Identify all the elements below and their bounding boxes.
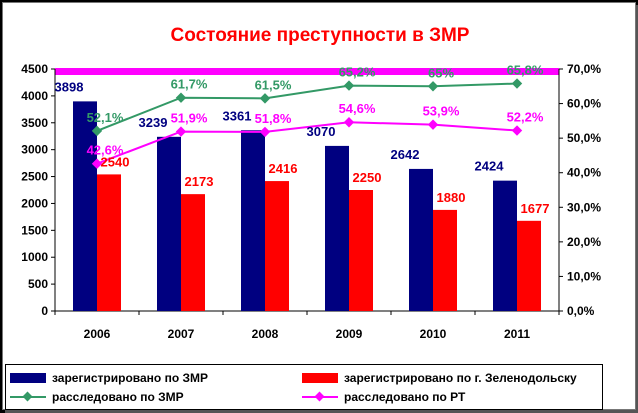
y-left-tick-label: 4500 [21, 62, 48, 76]
y-right-tick-label: 30,0% [567, 200, 601, 214]
line-marker [175, 126, 187, 137]
bars-layer [73, 101, 541, 311]
line-data-label: 51,8% [255, 111, 292, 126]
line-marker [511, 125, 523, 136]
legend-swatch-green-line [10, 391, 46, 402]
y-left-tick-label: 3500 [21, 116, 48, 130]
bar-data-label: 2424 [475, 159, 505, 174]
y-right-tick-label: 40,0% [567, 166, 601, 180]
y-right-tick-label: 10,0% [567, 269, 601, 283]
line-data-label: 53,9% [423, 104, 460, 119]
y-left-tick-label: 3000 [21, 143, 48, 157]
bar-zmr [73, 101, 97, 311]
line-data-label: 52,2% [507, 110, 544, 125]
y-left-tick-label: 2500 [21, 170, 48, 184]
line-data-label: 42,6% [87, 143, 124, 158]
y-right-tick-label: 0,0% [567, 304, 595, 318]
bar-zmr [157, 136, 181, 311]
y-left-tick-label: 2000 [21, 196, 48, 210]
line-zmr-solved [96, 82, 518, 132]
line-data-label: 54,6% [339, 101, 376, 116]
legend-swatch-navy [10, 373, 46, 383]
legend-label: зарегистрировано по г. Зеленодольску [344, 371, 577, 385]
line-marker [91, 158, 103, 169]
bar-data-label: 3239 [139, 115, 168, 130]
x-tick-label: 2009 [336, 327, 363, 341]
y-left-tick-label: 0 [41, 304, 48, 318]
bar-zelenodolsk [181, 194, 205, 311]
line-data-label: 52,1% [87, 110, 124, 125]
legend-item-zmr-registered: зарегистрировано по ЗМР [10, 369, 208, 387]
y-right-tick-label: 50,0% [567, 131, 601, 145]
bar-zmr [241, 130, 265, 311]
bar-data-label: 3361 [223, 108, 252, 123]
line-data-label: 65% [428, 65, 454, 80]
bar-zelenodolsk [517, 220, 541, 311]
bar-zelenodolsk [97, 174, 121, 311]
bar-data-label: 2642 [391, 147, 420, 162]
line-marker [427, 81, 439, 92]
legend-item-rt-solved: расследовано по РТ [302, 388, 465, 406]
bar-zmr [493, 180, 517, 311]
y-right-tick-label: 70,0% [567, 62, 601, 76]
legend-item-zmr-solved: расследовано по ЗМР [10, 388, 184, 406]
line-data-label: 51,9% [171, 111, 208, 126]
top-highlight-band [55, 68, 559, 75]
y-left-tick-label: 500 [28, 277, 48, 291]
x-tick-label: 2011 [504, 327, 530, 341]
y-right-tick-label: 20,0% [567, 235, 601, 249]
data-labels-layer: 3898 3239 3361 3070 2642 2424 2540 2173 2416 2250… [55, 63, 550, 216]
legend: зарегистрировано по ЗМР зарегистрировано… [5, 364, 603, 410]
x-tick-label: 2006 [84, 327, 111, 341]
bar-data-label: 1880 [437, 190, 466, 205]
x-tick-label: 2008 [252, 327, 279, 341]
line-data-label: 61,7% [171, 77, 208, 92]
axes: 0 500 1000 1500 2000 2500 3000 3500 4000 4500 0,0%… [21, 62, 601, 341]
line-marker [511, 78, 523, 89]
y-left-tick-label: 1000 [21, 250, 48, 264]
lines-layer [91, 78, 523, 169]
bar-zmr [409, 168, 433, 311]
legend-label: расследовано по ЗМР [52, 390, 184, 404]
line-marker [343, 117, 355, 128]
bar-data-label: 3070 [307, 124, 336, 139]
bar-zelenodolsk [349, 190, 373, 311]
crime-chart: Состояние преступности в ЗМР 0 500 1000 150… [21, 25, 601, 341]
legend-swatch-magenta-line [302, 391, 338, 402]
bar-zmr [325, 145, 349, 311]
legend-item-zelenodolsk-registered: зарегистрировано по г. Зеленодольску [302, 369, 577, 387]
y-right-tick-label: 60,0% [567, 97, 601, 111]
bar-data-label: 2416 [269, 161, 298, 176]
legend-label: зарегистрировано по ЗМР [52, 371, 209, 385]
bar-zelenodolsk [265, 181, 289, 311]
line-marker [175, 92, 187, 103]
chart-title: Состояние преступности в ЗМР [171, 25, 470, 46]
line-marker [259, 93, 271, 104]
bar-data-label: 2540 [101, 154, 130, 169]
y-left-tick-label: 4000 [21, 89, 48, 103]
y-left-tick-label: 1500 [21, 223, 48, 237]
bar-zelenodolsk [433, 209, 457, 311]
line-data-label: 61,5% [255, 77, 292, 92]
line-data-label: 65,2% [339, 65, 376, 80]
line-marker [343, 80, 355, 91]
line-marker [427, 119, 439, 130]
bar-data-label: 3898 [55, 79, 84, 94]
bar-data-label: 2250 [353, 170, 382, 185]
x-tick-label: 2007 [168, 327, 195, 341]
legend-label: расследовано по РТ [344, 390, 466, 404]
x-tick-label: 2010 [420, 327, 447, 341]
bar-data-label: 2173 [185, 174, 214, 189]
bar-data-label: 1677 [521, 201, 550, 216]
legend-swatch-red [302, 373, 338, 383]
line-marker [259, 126, 271, 138]
line-data-label: 65,8% [507, 63, 544, 78]
line-marker [91, 125, 103, 137]
line-rt-solved [96, 121, 518, 165]
